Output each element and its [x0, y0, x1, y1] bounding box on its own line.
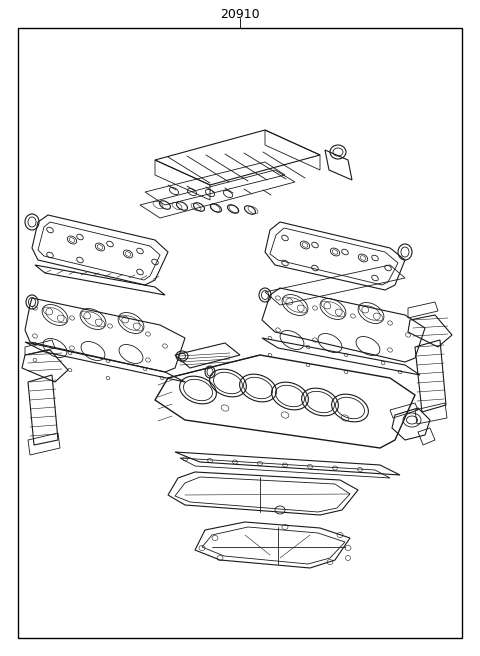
Text: 20910: 20910: [220, 7, 260, 20]
